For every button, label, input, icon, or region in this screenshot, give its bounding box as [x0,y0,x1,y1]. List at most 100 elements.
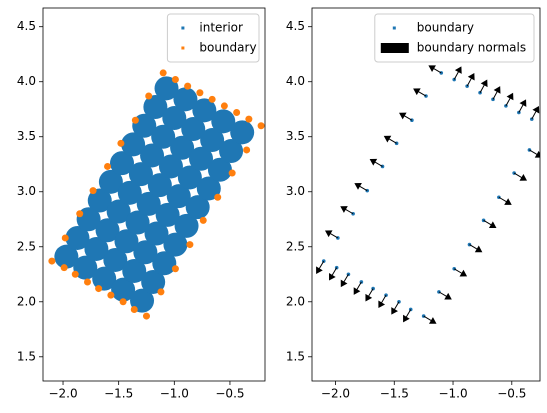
point [54,244,79,269]
point [104,162,112,170]
legend-marker [181,46,185,50]
point [170,135,195,160]
normal-arrow [399,112,413,121]
y-tick-label: 1.5 [17,349,36,363]
point [103,247,128,272]
legend-label: boundary [417,21,474,35]
point [152,251,177,276]
point [158,154,183,179]
x-tick-label: −1.0 [160,387,189,401]
point [189,146,214,171]
point [128,162,153,187]
normal-arrow [329,267,338,281]
normal-arrow [391,301,400,315]
point [233,109,241,117]
normal-arrow [354,183,368,192]
normal-arrow [483,219,497,229]
x-tick-label: −1.0 [438,387,467,401]
normal-arrow [324,230,339,239]
point [174,213,199,238]
normal-arrow [479,79,488,93]
point [140,143,165,168]
normal-arrow [403,309,412,323]
point [214,193,222,201]
point [117,180,142,205]
point [166,184,191,209]
point [122,258,147,283]
point [157,288,165,296]
point [185,195,210,220]
point [84,278,92,286]
point [163,232,188,257]
y-tick-label: 2.5 [286,239,305,253]
point [110,151,135,176]
point [145,92,153,100]
point [61,234,69,242]
legend-marker [181,26,185,30]
normal-arrow [466,72,475,87]
point [171,265,179,273]
normal-arrow [428,65,442,74]
y-tick-label: 2.0 [286,294,305,308]
point [60,264,68,272]
normal-arrow [498,196,512,205]
point [200,128,225,153]
point [184,82,192,90]
point [95,285,103,293]
point [95,218,120,243]
normal-arrow [340,206,354,215]
legend-label: boundary [199,41,256,55]
normal-arrow [383,135,397,144]
point [144,221,169,246]
normal-arrow [378,294,387,309]
point [257,122,265,130]
normal-arrow [340,274,349,288]
normal-arrow [369,158,383,167]
point [155,202,180,227]
point [136,191,161,216]
legend-box [166,13,260,63]
point [177,165,202,190]
point [87,188,112,213]
legend-label: boundary normals [417,41,526,55]
normal-arrow [353,281,362,295]
point [245,115,253,123]
normal-arrow [518,99,527,113]
point [98,169,123,194]
point [65,225,90,250]
legend: interior boundary [166,13,260,63]
point [228,169,236,177]
point [92,266,117,291]
point [171,76,179,84]
normal-arrow [316,260,325,274]
x-tick-label: −0.5 [497,387,526,401]
normal-arrow [529,149,540,158]
point [199,216,207,224]
x-tick-label: −2.0 [48,387,77,401]
point [89,187,97,195]
legend-marker [380,43,409,53]
normal-arrow [531,105,540,120]
point [76,210,84,218]
axes-frame [311,7,541,382]
y-tick-label: 3.5 [17,129,36,143]
y-tick-label: 3.0 [17,184,36,198]
point [230,120,255,145]
x-tick-label: −1.5 [104,387,133,401]
point [159,69,167,77]
legend-marker [392,26,396,30]
axes: −2.0 −1.5 −1.0 −0.5 1.5 2.0 2.5 3.0 3.5 4.0 4.5 bou… [286,7,541,401]
point [84,236,109,261]
point [114,229,139,254]
y-tick-label: 1.5 [286,349,305,363]
point [121,132,146,157]
normal-arrow [469,244,483,253]
y-tick-label: 4.0 [17,74,36,88]
y-tick-label: 3.5 [286,129,305,143]
legend-label: interior [199,21,243,35]
point [192,98,217,123]
point [173,87,198,112]
point [147,173,172,198]
